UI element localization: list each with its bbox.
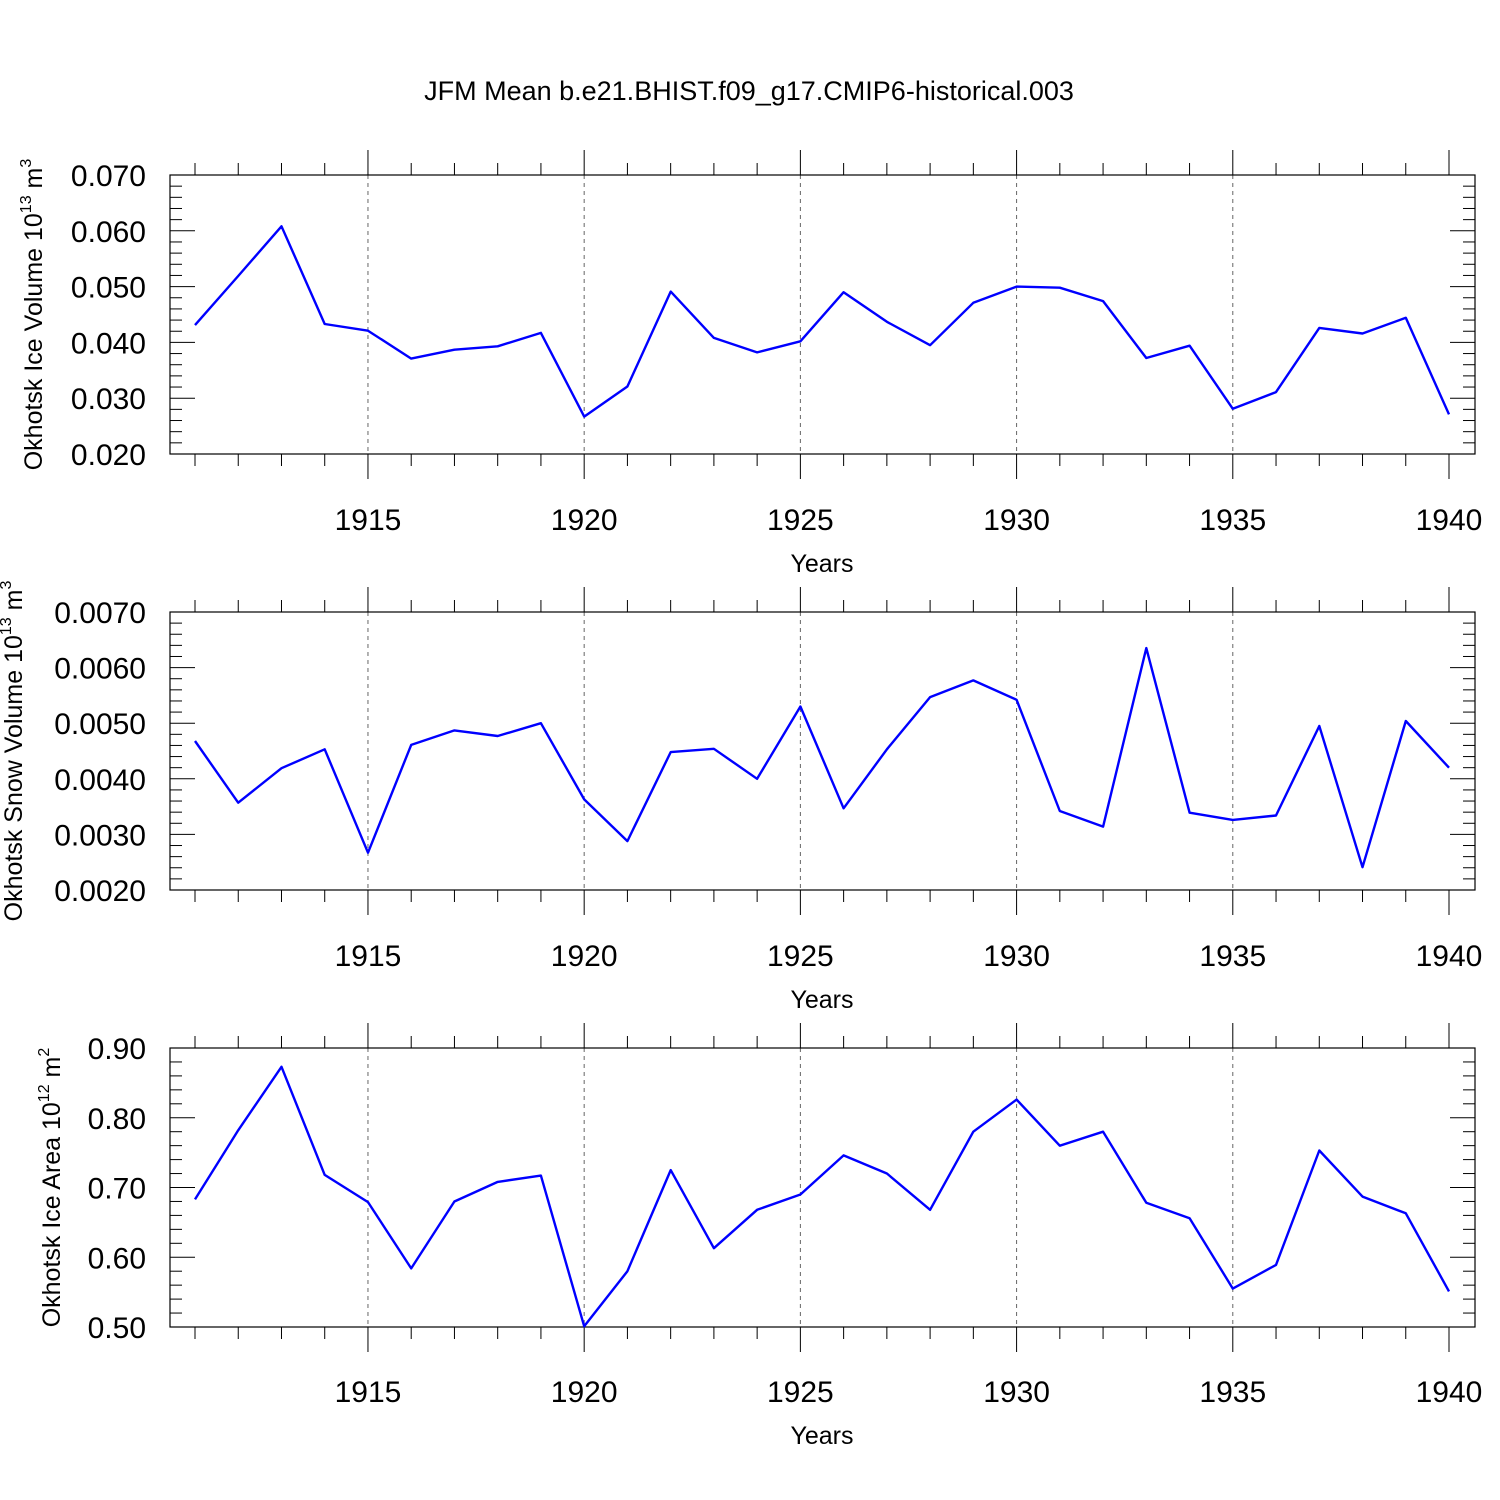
x-tick-label: 1930 (983, 504, 1050, 537)
x-tick-label: 1915 (335, 940, 402, 973)
y-axis-label-part: m (38, 1057, 66, 1085)
y-tick-label: 0.60 (88, 1242, 146, 1275)
x-tick-label: 1940 (1416, 504, 1483, 537)
y-axis-label: Okhotsk Snow Volume 1013 m3 (0, 581, 28, 922)
plot-frame (169, 611, 1476, 891)
panel-2: 0.0020 0.0030 0.0040 0.0050 0.0060 0.0070 1915… (0, 581, 1482, 1014)
x-tick-label: 1920 (551, 1376, 618, 1409)
y-tick-label: 0.070 (71, 160, 146, 193)
y-axis-label-superscript: 3 (0, 581, 15, 590)
panel-1: 0.020 0.030 0.040 0.050 0.060 0.070 1915 1920 19… (18, 150, 1482, 578)
plot-frame (169, 1047, 1476, 1328)
y-tick-label: 0.060 (71, 216, 146, 249)
y-tick-label: 0.0040 (54, 764, 146, 797)
y-tick-label: 0.80 (88, 1103, 146, 1136)
x-tick-label: 1930 (983, 1376, 1050, 1409)
y-tick-label: 0.040 (71, 327, 146, 360)
y-tick-label: 0.0030 (54, 819, 146, 852)
y-tick-label: 0.0060 (54, 653, 146, 686)
series-line (194, 646, 1450, 869)
y-tick-label: 0.50 (88, 1312, 146, 1345)
plot-frame (169, 174, 1476, 455)
panel-3: 0.50 0.60 0.70 0.80 0.90 1915 1920 1925 1930 1935… (36, 1023, 1482, 1450)
y-axis-label-superscript: 13 (0, 617, 15, 635)
y-axis-label-part: Okhotsk Ice Volume 10 (20, 213, 48, 470)
y-axis-label-part: Okhotsk Snow Volume 10 (0, 635, 28, 921)
y-axis-label-part: m (20, 168, 48, 196)
y-tick-label: 0.70 (88, 1173, 146, 1206)
x-tick-label: 1925 (767, 1376, 834, 1409)
y-axis-label-superscript: 13 (18, 195, 35, 213)
x-axis-label: Years (790, 550, 853, 578)
y-tick-label: 0.050 (71, 272, 146, 305)
series-line (193, 1065, 1451, 1328)
x-tick-label: 1935 (1199, 1376, 1266, 1409)
x-tick-label: 1925 (767, 940, 834, 973)
y-axis-label-superscript: 12 (36, 1084, 53, 1102)
x-tick-label: 1915 (335, 504, 402, 537)
y-tick-label: 0.90 (88, 1033, 146, 1066)
y-axis-label: Okhotsk Ice Volume 1013 m3 (18, 159, 48, 471)
y-axis-label-superscript: 2 (36, 1048, 53, 1057)
series-line (194, 225, 1451, 418)
x-tick-label: 1935 (1199, 504, 1266, 537)
x-tick-label: 1925 (767, 504, 834, 537)
x-axis-label: Years (790, 1422, 853, 1450)
y-axis-label-part: Okhotsk Ice Area 10 (38, 1102, 66, 1327)
x-tick-label: 1935 (1199, 940, 1266, 973)
y-tick-label: 0.020 (71, 439, 146, 472)
x-tick-label: 1915 (335, 1376, 402, 1409)
y-tick-label: 0.0050 (54, 708, 146, 741)
y-tick-label: 0.030 (71, 383, 146, 416)
x-tick-label: 1930 (983, 940, 1050, 973)
chart-title: JFM Mean b.e21.BHIST.f09_g17.CMIP6-histo… (424, 76, 1074, 106)
y-axis-label: Okhotsk Ice Area 1012 m2 (36, 1048, 66, 1328)
x-tick-label: 1940 (1416, 940, 1483, 973)
x-tick-label: 1940 (1416, 1376, 1483, 1409)
x-tick-label: 1920 (551, 940, 618, 973)
y-tick-label: 0.0020 (54, 875, 146, 908)
x-axis-label: Years (790, 986, 853, 1014)
y-axis-label-superscript: 3 (18, 159, 35, 168)
x-tick-label: 1920 (551, 504, 618, 537)
y-tick-label: 0.0070 (54, 597, 146, 630)
y-axis-label-part: m (0, 590, 28, 618)
